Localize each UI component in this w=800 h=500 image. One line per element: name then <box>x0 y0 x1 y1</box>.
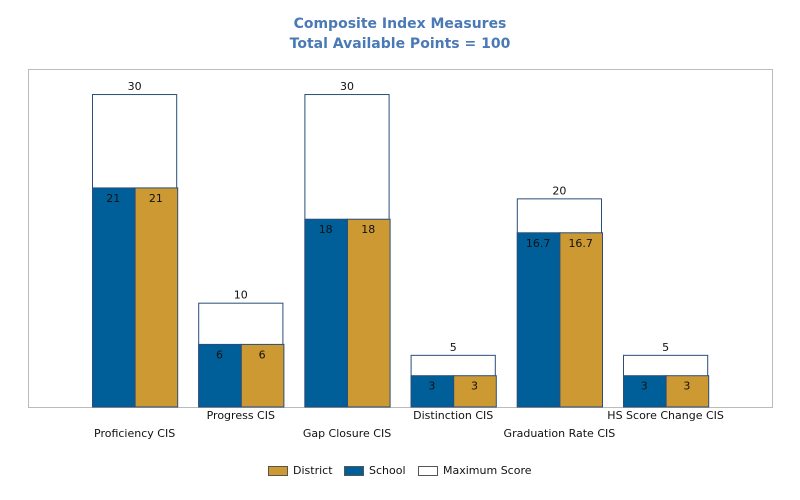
bar-district-graduation-rate-cis <box>559 232 604 408</box>
bar-district-hs-score-change-cis <box>665 375 710 408</box>
data-label-maximum-graduation-rate-cis: 20 <box>552 184 566 197</box>
data-label-school-hs-score-change-cis: 3 <box>641 380 648 393</box>
bar-school-progress-cis <box>198 343 242 408</box>
bar-school-graduation-rate-cis <box>516 232 561 408</box>
legend-label-maximum-score: Maximum Score <box>443 464 532 477</box>
data-label-district-proficiency-cis: 21 <box>149 192 163 205</box>
data-label-maximum-proficiency-cis: 30 <box>128 80 142 93</box>
data-label-district-distinction-cis: 3 <box>471 380 478 393</box>
data-label-school-graduation-rate-cis: 16.7 <box>526 237 551 250</box>
category-label-distinction-cis: Distinction CIS <box>413 409 493 422</box>
category-label-proficiency-cis: Proficiency CIS <box>94 427 175 440</box>
data-label-school-progress-cis: 6 <box>216 348 223 361</box>
legend-swatch-maximum-score <box>418 466 438 476</box>
data-label-maximum-hs-score-change-cis: 5 <box>662 341 669 354</box>
bar-district-distinction-cis <box>453 375 497 408</box>
legend-label-school: School <box>369 464 406 477</box>
bar-district-gap-closure-cis <box>347 218 391 408</box>
category-label-graduation-rate-cis: Graduation Rate CIS <box>504 427 616 440</box>
bar-school-hs-score-change-cis <box>623 375 667 408</box>
data-label-maximum-progress-cis: 10 <box>234 289 248 302</box>
data-label-district-hs-score-change-cis: 3 <box>683 380 690 393</box>
chart-legend: District School Maximum Score <box>0 463 800 483</box>
chart-subtitle: Total Available Points = 100 <box>289 36 511 52</box>
data-label-district-progress-cis: 6 <box>259 348 266 361</box>
bar-district-proficiency-cis <box>134 187 179 408</box>
bar-school-distinction-cis <box>410 375 455 408</box>
data-label-school-gap-closure-cis: 18 <box>319 223 333 236</box>
bar-school-proficiency-cis <box>92 187 136 408</box>
chart-title: Composite Index Measures <box>293 16 507 32</box>
legend-swatch-school <box>344 466 364 476</box>
data-label-maximum-gap-closure-cis: 30 <box>340 80 354 93</box>
plot-frame <box>28 69 773 408</box>
bar-school-gap-closure-cis <box>304 218 348 408</box>
category-label-progress-cis: Progress CIS <box>207 409 275 422</box>
data-label-school-proficiency-cis: 21 <box>106 192 120 205</box>
legend-label-district: District <box>293 464 333 477</box>
data-label-school-distinction-cis: 3 <box>428 380 435 393</box>
category-label-hs-score-change-cis: HS Score Change CIS <box>607 409 724 422</box>
data-label-maximum-distinction-cis: 5 <box>450 341 457 354</box>
data-label-district-graduation-rate-cis: 16.7 <box>568 237 593 250</box>
data-label-district-gap-closure-cis: 18 <box>361 223 375 236</box>
category-label-gap-closure-cis: Gap Closure CIS <box>303 427 391 440</box>
legend-swatch-district <box>268 466 288 476</box>
bar-district-progress-cis <box>240 343 285 408</box>
